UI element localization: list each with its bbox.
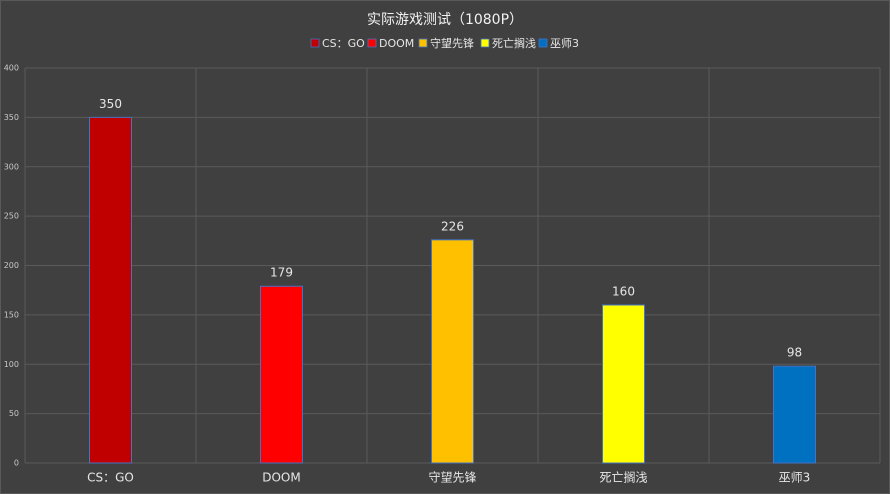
x-tick-label: DOOM bbox=[262, 471, 300, 485]
legend-label: 死亡搁浅 bbox=[492, 36, 536, 50]
bar bbox=[431, 239, 474, 464]
legend-swatch bbox=[418, 38, 428, 48]
x-tick-label: CS：GO bbox=[87, 471, 134, 485]
value-label: 350 bbox=[99, 97, 122, 111]
x-tick-label: 死亡搁浅 bbox=[599, 470, 647, 485]
legend-label: 巫师3 bbox=[550, 37, 579, 50]
y-tick-label: 250 bbox=[4, 212, 19, 221]
legend-label: 守望先锋 bbox=[430, 36, 474, 50]
value-label: 160 bbox=[612, 285, 635, 299]
y-tick-label: 350 bbox=[4, 113, 19, 122]
legend-label: CS：GO bbox=[322, 37, 365, 50]
value-label: 179 bbox=[270, 266, 293, 280]
value-label: 98 bbox=[787, 346, 802, 360]
x-tick-label: 巫师3 bbox=[779, 471, 811, 485]
value-label: 226 bbox=[441, 219, 464, 233]
x-tick-label: 守望先锋 bbox=[428, 471, 476, 485]
y-tick-label: 300 bbox=[4, 162, 19, 171]
y-tick-label: 150 bbox=[4, 310, 19, 319]
bar bbox=[602, 304, 645, 464]
legend-swatch bbox=[367, 38, 377, 48]
y-tick-label: 200 bbox=[4, 261, 19, 270]
y-tick-label: 400 bbox=[4, 64, 19, 73]
y-tick-label: 0 bbox=[14, 459, 19, 468]
legend-swatch bbox=[480, 38, 490, 48]
y-tick-label: 50 bbox=[9, 409, 19, 418]
legend-swatch bbox=[310, 38, 320, 48]
bar bbox=[773, 365, 816, 464]
bar bbox=[89, 116, 132, 464]
legend-swatch bbox=[538, 38, 548, 48]
y-tick-label: 100 bbox=[4, 360, 19, 369]
bar bbox=[260, 285, 303, 464]
chart-title: 实际游戏测试（1080P） bbox=[367, 12, 523, 28]
legend-label: DOOM bbox=[379, 37, 414, 50]
